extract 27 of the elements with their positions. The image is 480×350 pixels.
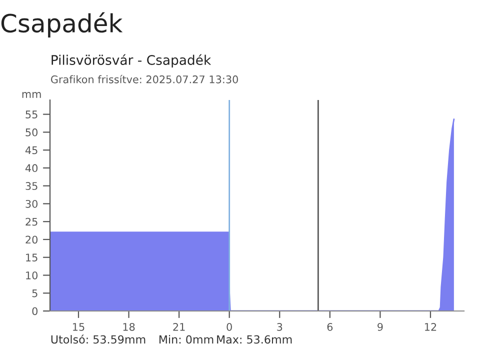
y-axis-title: mm: [22, 92, 41, 98]
chart-title: Csapadék: [1, 12, 123, 38]
x-tick-label: 18: [123, 322, 135, 331]
y-tick-label: 30: [26, 200, 38, 208]
y-tick-label: 25: [26, 218, 38, 226]
y-tick-label: 40: [25, 164, 38, 172]
x-tick-label: 0: [226, 322, 232, 331]
x-tick-label: 15: [73, 323, 84, 331]
y-tick-label: 50: [26, 128, 38, 136]
x-tick-label: 21: [173, 322, 185, 331]
text: Utolsó: 53.59mm: [51, 334, 146, 344]
x-tick-label: 12: [424, 322, 436, 331]
x-tick-label: 9: [378, 322, 383, 331]
y-tick-label: 35: [26, 182, 38, 190]
x-tick-label: 6: [327, 322, 333, 331]
y-tick-label: 10: [26, 271, 38, 280]
y-tick-label: 20: [26, 236, 38, 244]
y-tick-label: 15: [26, 254, 38, 262]
y-tick-label: 5: [32, 289, 38, 298]
y-tick-label: 0: [32, 307, 38, 316]
y-tick-label: 45: [25, 146, 38, 154]
text: Grafikon frissítve: 2025.07.27 13:30: [50, 74, 238, 84]
x-tick-label: 3: [277, 322, 282, 331]
text: Max: 53.6mm: [217, 335, 292, 344]
text: Min: 0mm: [159, 335, 214, 344]
chart-subtitle: Pilisvörösvár - Csapadék: [52, 54, 212, 68]
y-tick-label: 55: [26, 110, 38, 118]
